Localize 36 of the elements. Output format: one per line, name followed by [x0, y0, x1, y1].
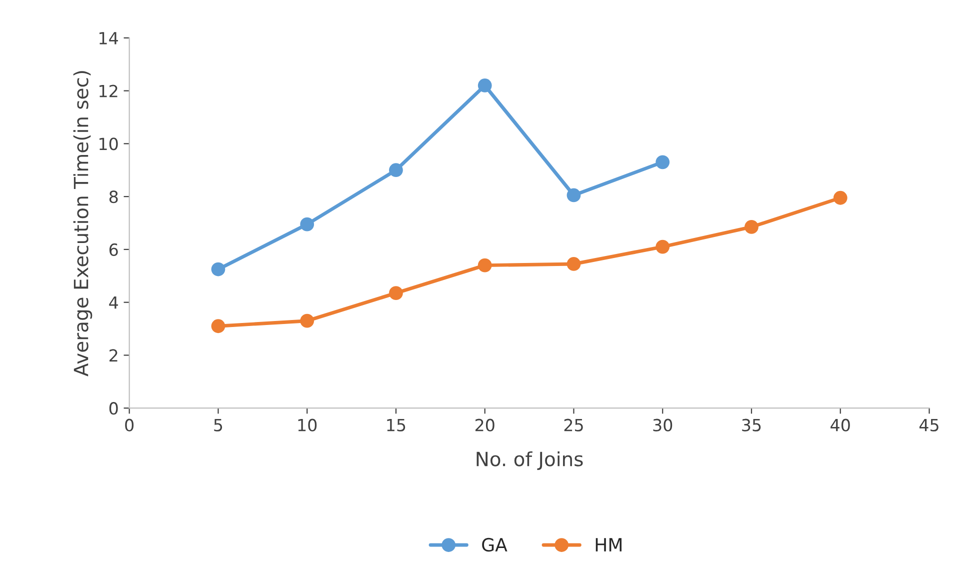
point	[478, 78, 492, 92]
point	[566, 188, 581, 202]
y-tick-label: 12	[100, 84, 118, 98]
legend-label: HM	[596, 538, 622, 552]
y-tick-label: 2	[110, 349, 118, 362]
x-tick-label: 25	[564, 418, 583, 432]
point	[389, 163, 403, 178]
point	[211, 319, 226, 334]
point	[300, 314, 314, 328]
y-tick-label: 6	[109, 243, 118, 256]
y-tick-label: 4	[109, 296, 118, 309]
point	[211, 262, 226, 276]
point	[300, 217, 314, 232]
legend-label: GA	[482, 538, 508, 552]
x-tick-label: 40	[830, 418, 850, 432]
x-tick-label: 30	[653, 418, 672, 432]
point	[833, 190, 848, 205]
y-tick-label: 0	[109, 402, 118, 415]
x-tick-label: 10	[298, 418, 317, 432]
point	[566, 257, 581, 271]
y-tick-label: 14	[100, 32, 118, 44]
y-tick-label: 8	[109, 190, 118, 204]
x-axis-title: No. of Joins	[476, 451, 583, 470]
x-tick-label: 5	[214, 419, 222, 432]
point	[389, 286, 403, 300]
point	[744, 220, 758, 234]
point	[478, 258, 492, 272]
point	[656, 155, 670, 170]
y-axis-title: Average Execution Time(in sec)	[73, 71, 92, 376]
x-tick-label: 45	[919, 419, 938, 432]
x-tick-label: 20	[475, 418, 494, 432]
x-tick-label: 15	[387, 419, 406, 432]
point	[656, 240, 670, 254]
y-tick-label: 10	[100, 138, 118, 150]
x-tick-label: 35	[742, 418, 761, 432]
x-tick-label: 0	[125, 418, 134, 432]
